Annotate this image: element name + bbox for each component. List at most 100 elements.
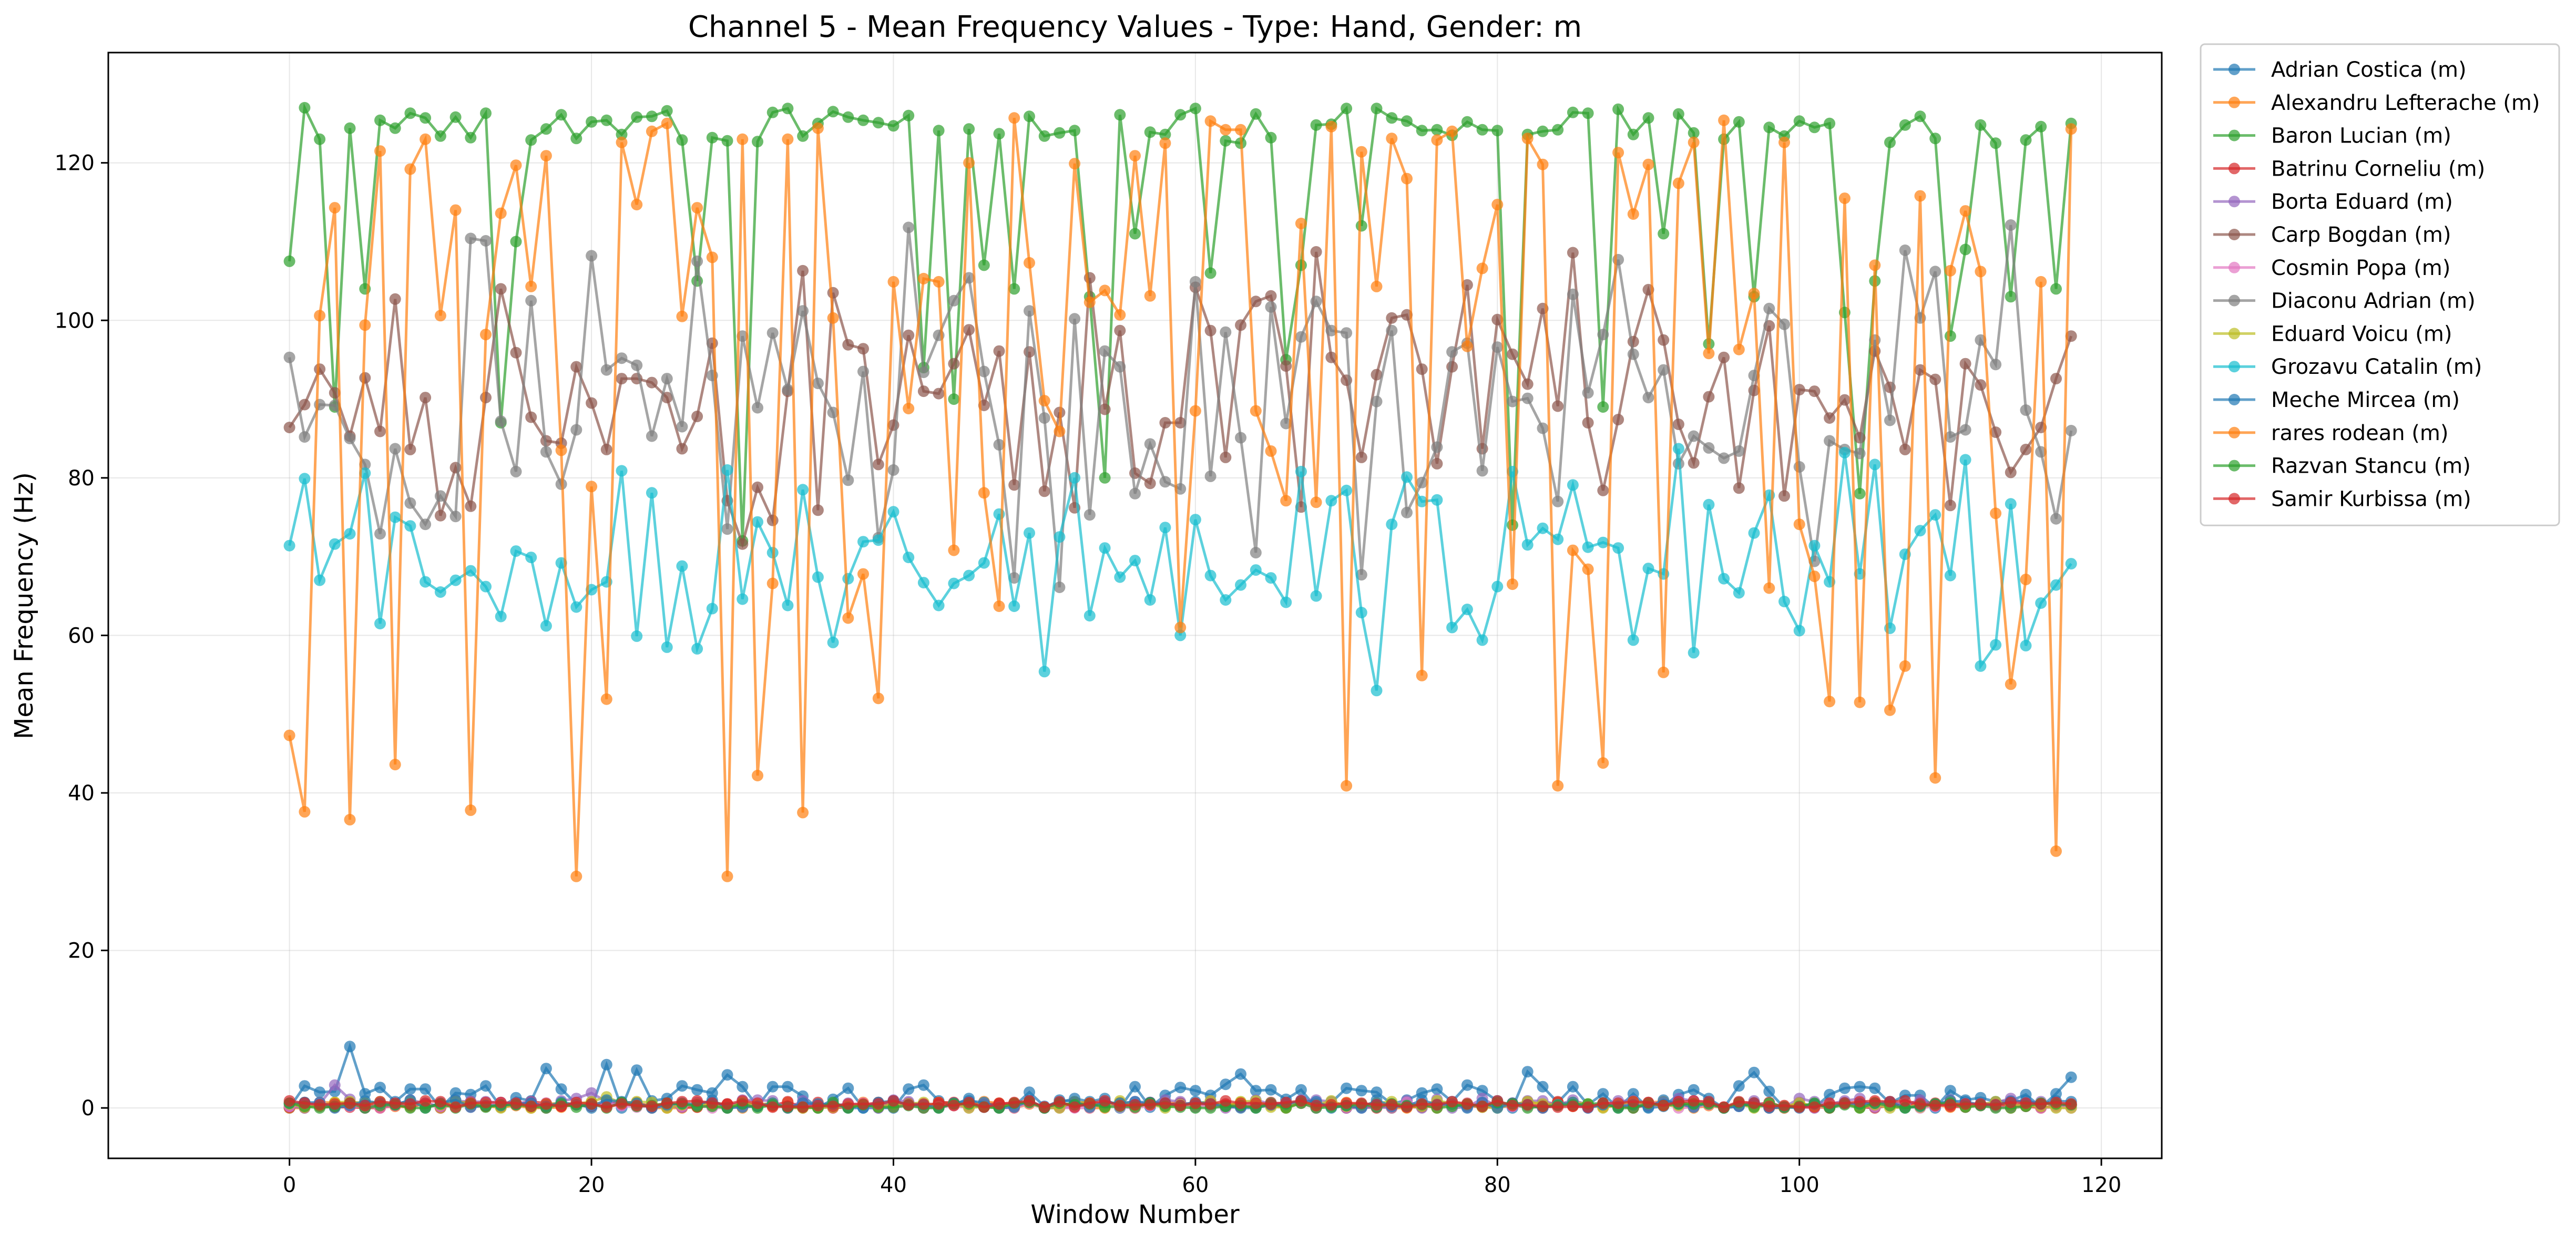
data-point — [872, 1098, 884, 1110]
legend-frame — [2200, 43, 2560, 526]
data-point — [1144, 126, 1156, 138]
data-point — [1144, 594, 1156, 606]
data-point — [676, 310, 688, 322]
data-point — [1672, 443, 1684, 455]
data-point — [1204, 470, 1217, 482]
data-point — [420, 518, 432, 531]
data-point — [857, 365, 869, 378]
data-point — [1401, 506, 1413, 518]
data-point — [1371, 395, 1383, 407]
data-point — [1024, 257, 1035, 269]
data-point — [1658, 364, 1670, 376]
data-point — [842, 1098, 854, 1110]
data-point — [1129, 1099, 1141, 1111]
data-point — [1038, 395, 1050, 407]
data-point — [1642, 158, 1654, 170]
data-point — [1763, 1085, 1775, 1097]
x-axis-label: Window Number — [1030, 1200, 1240, 1229]
data-point — [1461, 604, 1473, 615]
data-point — [1688, 647, 1700, 659]
data-point — [1944, 1085, 1956, 1097]
data-point — [1491, 199, 1504, 211]
data-point — [420, 112, 432, 124]
data-point — [1778, 136, 1790, 148]
data-point — [1461, 1098, 1473, 1110]
data-point — [570, 133, 582, 145]
data-point — [510, 1097, 522, 1109]
data-point — [1733, 343, 1745, 355]
data-point — [449, 511, 462, 523]
legend-entry: Alexandru Lefterache (m) — [2213, 91, 2540, 115]
data-point — [510, 465, 522, 477]
data-point — [1099, 345, 1111, 357]
data-point — [540, 123, 552, 135]
data-point — [600, 443, 612, 455]
data-point — [1567, 1101, 1579, 1113]
legend-marker — [2229, 426, 2240, 439]
data-point — [1627, 208, 1639, 220]
data-point — [434, 510, 446, 522]
data-point — [1114, 109, 1126, 121]
data-point — [555, 1101, 567, 1113]
data-point — [812, 378, 824, 390]
data-point — [465, 1097, 477, 1109]
data-point — [1793, 461, 1805, 473]
data-point — [1688, 1095, 1700, 1107]
data-point — [706, 251, 718, 263]
data-point — [1975, 119, 1987, 131]
data-point — [1235, 1097, 1246, 1109]
data-point — [449, 111, 462, 123]
data-point — [1008, 479, 1020, 491]
x-tick-label: 40 — [880, 1173, 907, 1197]
data-point — [857, 114, 869, 126]
data-point — [1371, 369, 1383, 381]
data-point — [1008, 1096, 1020, 1108]
data-point — [917, 385, 929, 398]
data-point — [314, 310, 326, 322]
data-point — [1869, 459, 1881, 471]
data-point — [465, 804, 477, 816]
data-point — [1174, 417, 1187, 429]
data-point — [1054, 425, 1066, 437]
data-point — [344, 1097, 356, 1109]
legend-label: rares rodean (m) — [2271, 421, 2448, 445]
legend-marker — [2229, 361, 2240, 373]
data-point — [1627, 128, 1639, 140]
data-point — [1537, 1101, 1549, 1113]
data-point — [540, 620, 552, 632]
data-point — [1537, 158, 1549, 170]
data-point — [812, 1099, 824, 1112]
data-point — [691, 202, 703, 214]
data-point — [510, 545, 522, 557]
data-point — [691, 411, 703, 422]
legend-entry: Baron Lucian (m) — [2213, 124, 2451, 148]
data-point — [1507, 1099, 1518, 1112]
data-point — [752, 770, 763, 781]
data-point — [1854, 487, 1866, 500]
data-point — [1748, 1097, 1760, 1109]
data-point — [1295, 1095, 1307, 1107]
data-point — [2005, 498, 2017, 510]
data-point — [903, 1083, 915, 1095]
data-point — [737, 538, 749, 550]
data-point — [1310, 590, 1322, 602]
data-point — [1069, 472, 1081, 484]
data-point — [299, 806, 311, 818]
data-point — [1733, 116, 1745, 128]
data-point — [1265, 131, 1277, 144]
data-point — [1688, 136, 1700, 148]
y-tick-label: 40 — [68, 781, 95, 806]
data-point — [449, 574, 462, 586]
data-point — [1371, 1099, 1383, 1111]
data-point — [359, 372, 371, 384]
data-point — [1537, 422, 1549, 434]
data-point — [1235, 432, 1246, 444]
data-point — [344, 1041, 356, 1053]
x-tick-label: 0 — [283, 1173, 296, 1197]
data-point — [766, 1101, 779, 1113]
data-point — [631, 630, 643, 642]
data-point — [1642, 392, 1654, 404]
data-point — [1793, 625, 1805, 637]
data-point — [1808, 385, 1821, 398]
